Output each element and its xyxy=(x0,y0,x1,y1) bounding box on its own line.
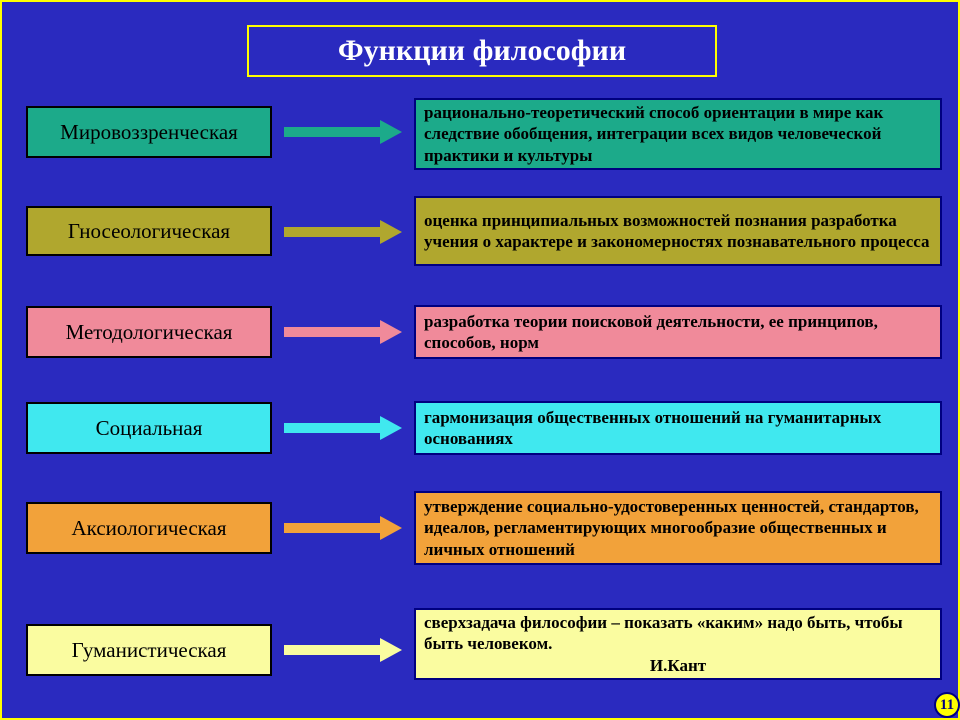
function-label-text: Гносеологическая xyxy=(68,219,230,244)
function-label-axiological: Аксиологическая xyxy=(26,502,272,554)
arrow-shaft xyxy=(284,523,380,533)
function-desc-methodological: разработка теории поисковой деятельности… xyxy=(414,305,942,359)
page-number-text: 11 xyxy=(940,697,954,714)
arrow-head xyxy=(380,416,402,440)
function-desc-axiological: утверждение социально-удостоверенных цен… xyxy=(414,491,942,565)
arrow-icon xyxy=(284,220,402,244)
function-desc-text: гармонизация общественных отношений на г… xyxy=(424,407,932,450)
function-desc-epistemological: оценка принципиальных возможностей позна… xyxy=(414,196,942,266)
arrow-icon xyxy=(284,120,402,144)
function-label-text: Гуманистическая xyxy=(72,638,227,663)
arrow-head xyxy=(380,220,402,244)
function-desc-attribution: И.Кант xyxy=(424,655,932,676)
arrow-head xyxy=(380,516,402,540)
function-desc-text: рационально-теоретический способ ориента… xyxy=(424,102,932,166)
arrow-icon xyxy=(284,416,402,440)
page-number-badge: 11 xyxy=(934,692,960,718)
function-label-text: Социальная xyxy=(96,416,203,441)
arrow-head xyxy=(380,638,402,662)
arrow-shaft xyxy=(284,645,380,655)
function-desc-text: разработка теории поисковой деятельности… xyxy=(424,311,932,354)
arrow-icon xyxy=(284,638,402,662)
arrow-shaft xyxy=(284,127,380,137)
function-label-text: Мировоззренческая xyxy=(60,120,238,145)
function-label-social: Социальная xyxy=(26,402,272,454)
arrow-shaft xyxy=(284,423,380,433)
function-desc-text: оценка принципиальных возможностей позна… xyxy=(424,210,932,253)
function-label-epistemological: Гносеологическая xyxy=(26,206,272,256)
function-desc-worldview: рационально-теоретический способ ориента… xyxy=(414,98,942,170)
arrow-icon xyxy=(284,320,402,344)
function-desc-text: сверхзадача философии – показать «каким»… xyxy=(424,612,932,655)
slide-title: Функции философии xyxy=(247,25,717,77)
arrow-head xyxy=(380,320,402,344)
function-label-humanistic: Гуманистическая xyxy=(26,624,272,676)
slide-container: Функции философии Мировоззренческая раци… xyxy=(0,0,960,720)
function-label-methodological: Методологическая xyxy=(26,306,272,358)
function-label-worldview: Мировоззренческая xyxy=(26,106,272,158)
function-desc-text: утверждение социально-удостоверенных цен… xyxy=(424,496,932,560)
arrow-head xyxy=(380,120,402,144)
arrow-shaft xyxy=(284,227,380,237)
function-label-text: Методологическая xyxy=(66,320,233,345)
function-desc-social: гармонизация общественных отношений на г… xyxy=(414,401,942,455)
function-desc-humanistic: сверхзадача философии – показать «каким»… xyxy=(414,608,942,680)
slide-title-text: Функции философии xyxy=(338,34,626,68)
arrow-shaft xyxy=(284,327,380,337)
arrow-icon xyxy=(284,516,402,540)
function-label-text: Аксиологическая xyxy=(71,516,226,541)
